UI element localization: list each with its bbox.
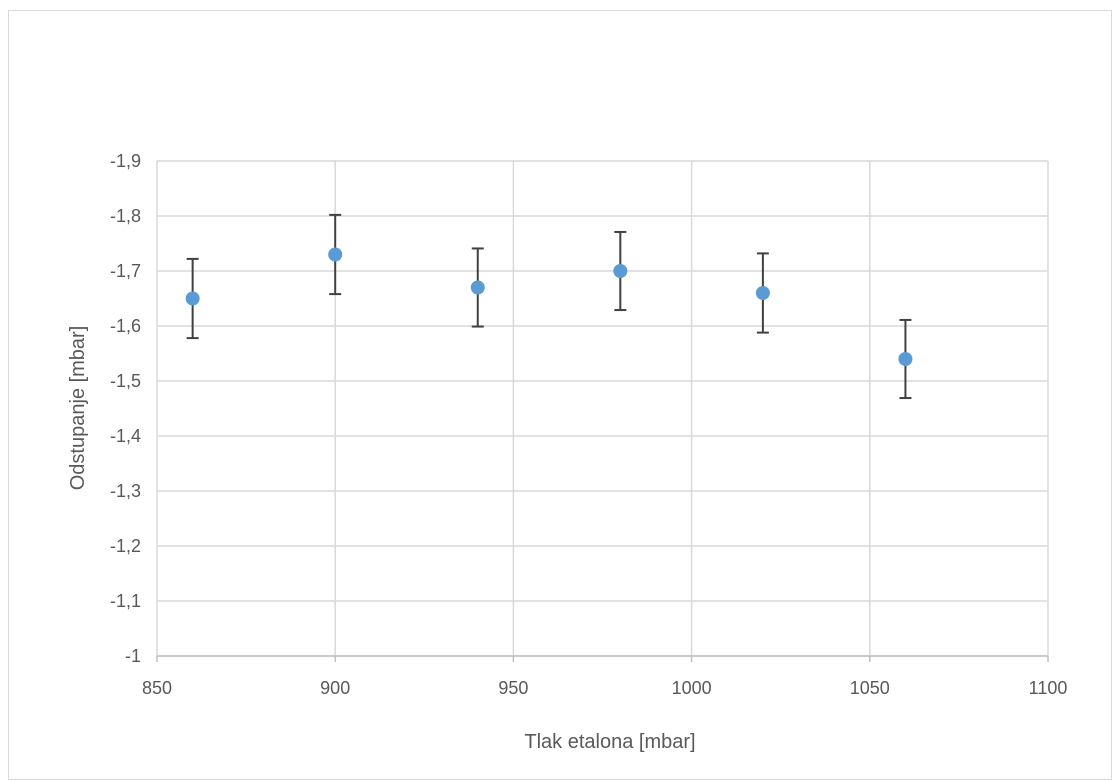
data-point <box>328 247 343 262</box>
x-tick-labels: 850 900 950 1000 1050 1100 <box>142 678 1067 698</box>
y-tick-label: -1,5 <box>110 371 141 391</box>
x-tick-label: 950 <box>498 678 528 698</box>
data-point <box>898 352 913 366</box>
y-tick-label: -1,8 <box>110 206 141 226</box>
gridlines <box>156 160 1049 662</box>
x-tick-label: 1000 <box>672 678 712 698</box>
y-tick-label: -1,3 <box>110 481 141 501</box>
y-axis-title: Odstupanje [mbar] <box>67 326 89 491</box>
y-tick-label: -1,7 <box>110 261 141 281</box>
y-tick-label: -1,2 <box>110 536 141 556</box>
y-tick-label: -1,1 <box>110 591 141 611</box>
y-tick-label: -1,9 <box>110 151 141 171</box>
x-tick-label: 1100 <box>1029 678 1068 698</box>
y-tick-label: -1,4 <box>110 426 141 446</box>
error-bars <box>186 213 912 400</box>
x-tick-label: 850 <box>142 678 172 698</box>
data-point <box>470 280 485 295</box>
chart-frame <box>8 10 1112 780</box>
y-tick-label: -1,6 <box>110 316 141 336</box>
x-tick-label: 900 <box>320 678 350 698</box>
data-point <box>185 291 200 306</box>
data-point <box>755 286 770 300</box>
y-tick-label: -1 <box>125 646 141 666</box>
x-tick-label: 1050 <box>850 678 890 698</box>
y-tick-labels: -1 -1,1 -1,2 -1,3 -1,4 -1,5 -1,6 -1,7 -1,8 -1,9 <box>110 151 141 666</box>
x-axis-title: Tlak etalona [mbar] <box>524 731 695 753</box>
data-point <box>613 264 628 278</box>
data-points <box>185 247 913 366</box>
